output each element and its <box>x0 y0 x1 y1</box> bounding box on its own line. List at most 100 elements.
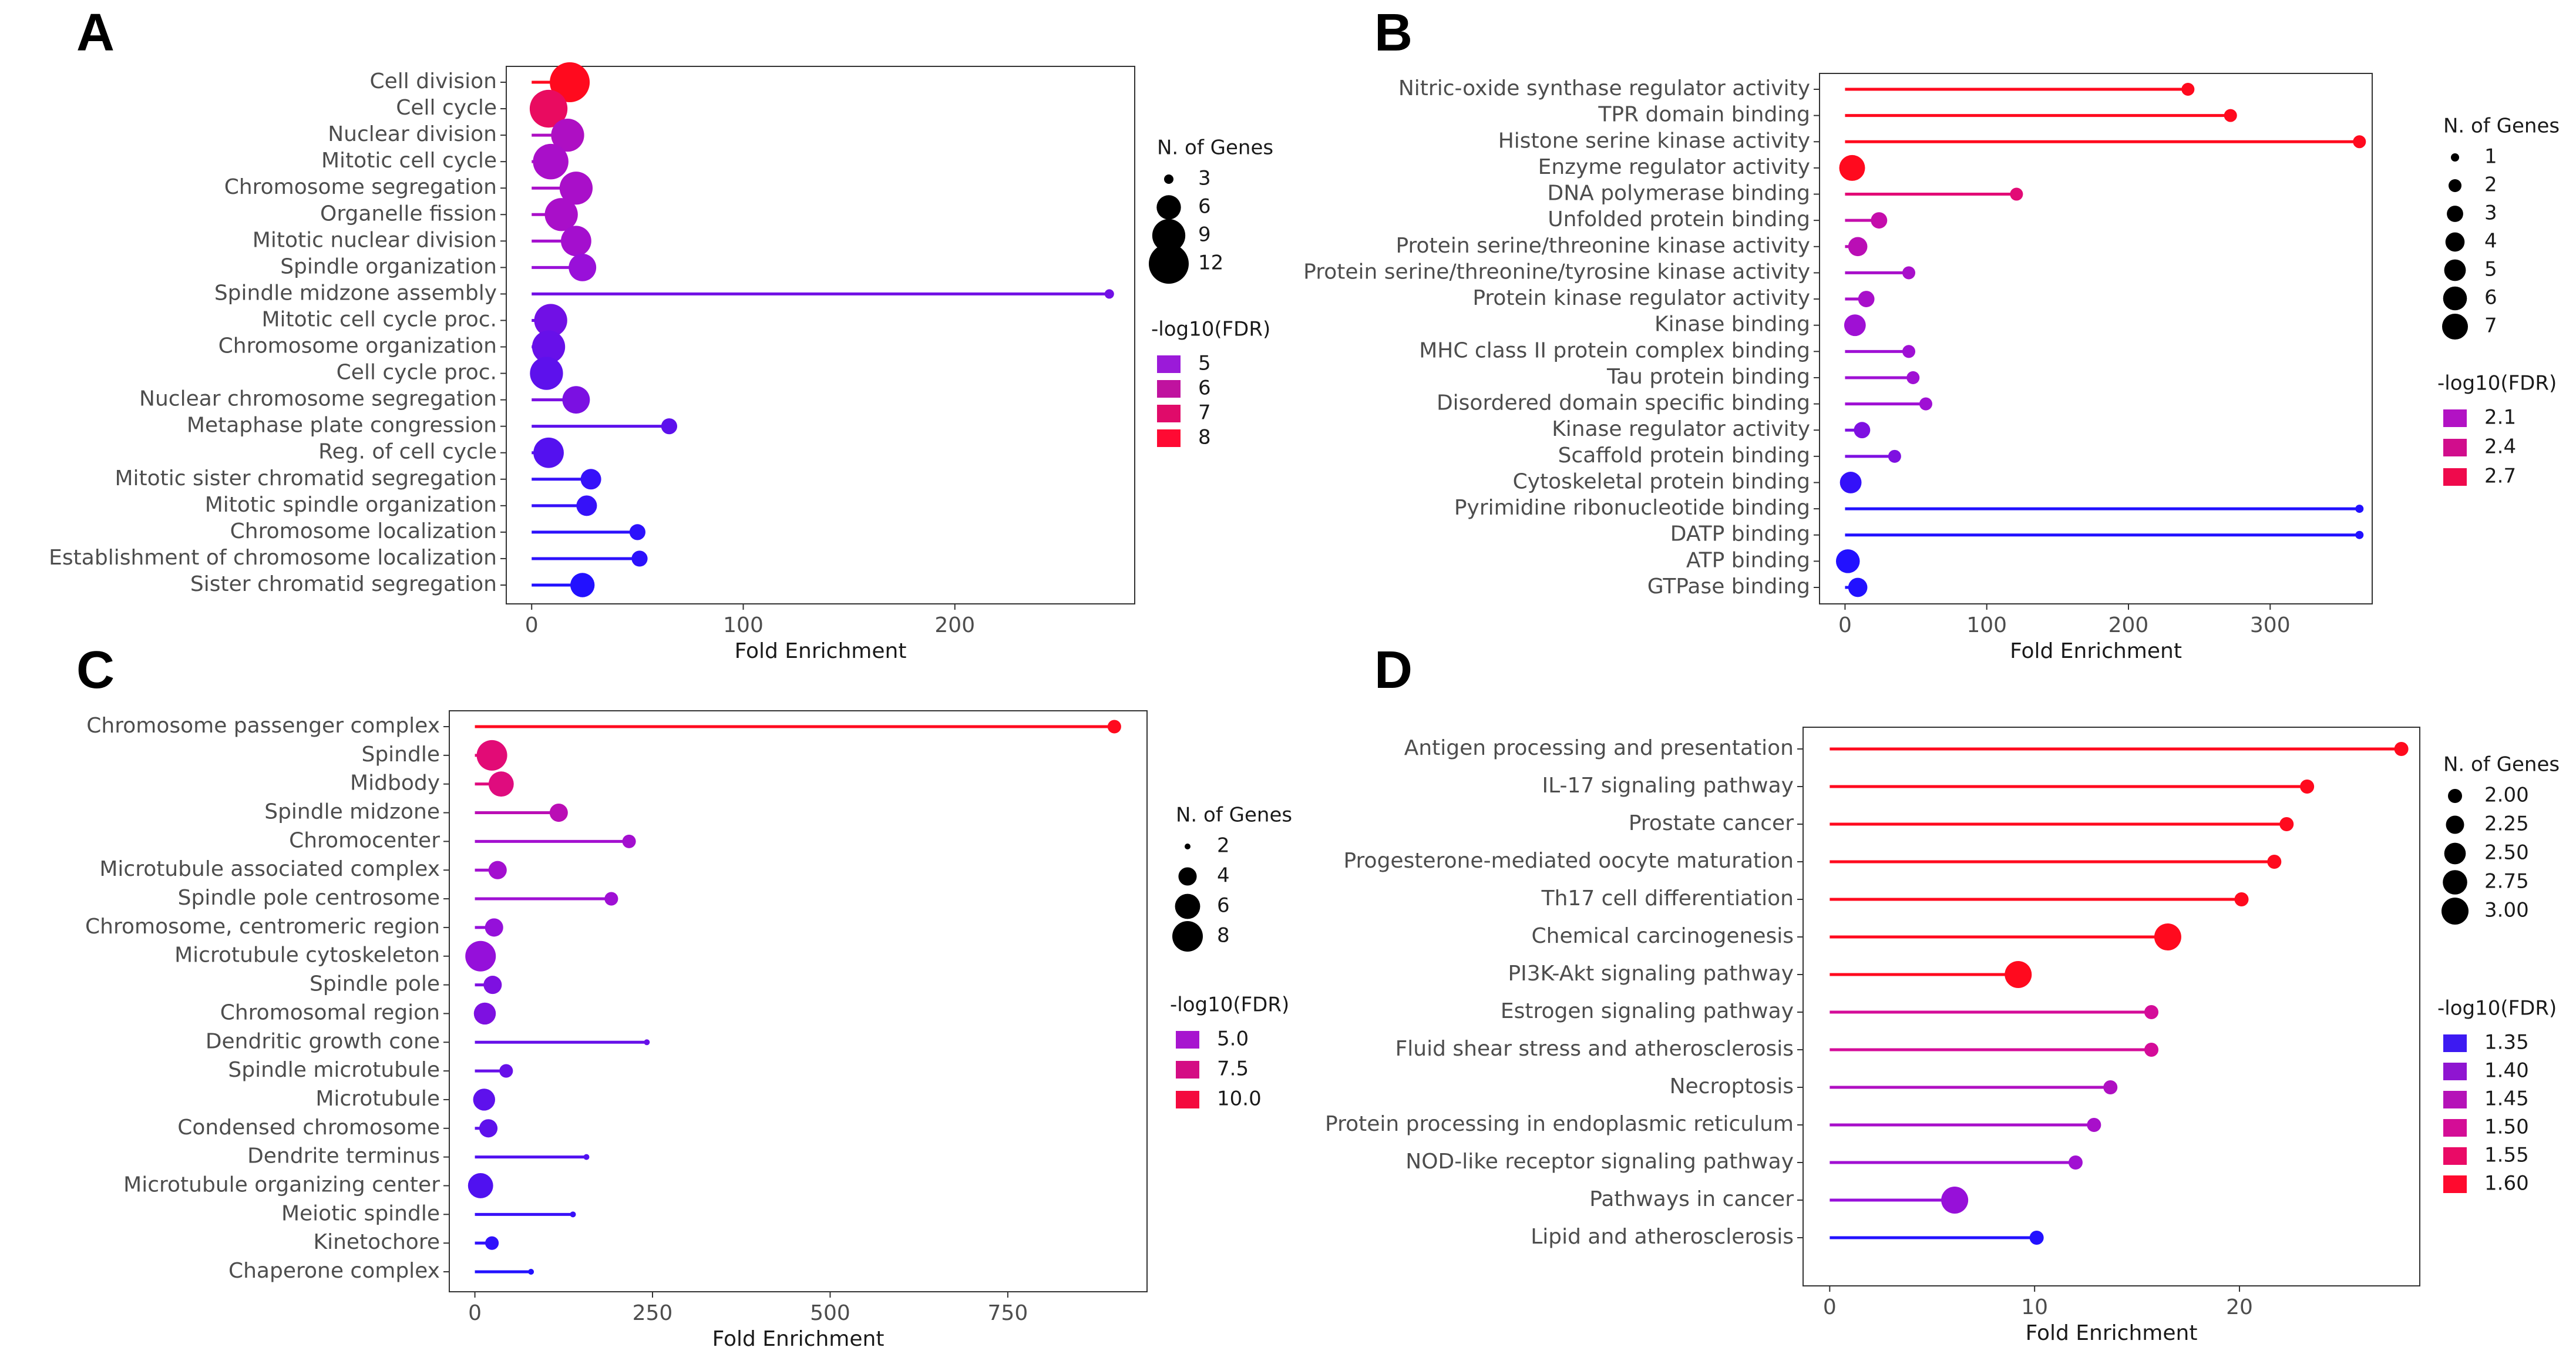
lollipop-dot <box>2144 1043 2159 1057</box>
lollipop-dot <box>2353 135 2366 149</box>
lollipop-dot <box>2181 82 2195 96</box>
color-legend-label: 1.40 <box>2484 1059 2529 1083</box>
lollipop-dot <box>2300 780 2315 794</box>
lollipop-dot <box>562 386 590 414</box>
category-label: Enzyme regulator activity <box>1538 155 1810 179</box>
color-legend-key <box>2443 1034 2467 1052</box>
category-label: Microtubule <box>315 1087 440 1111</box>
category-label: Disordered domain specific binding <box>1437 391 1810 415</box>
lollipop-dot <box>1871 212 1888 229</box>
color-legend-label: 5.0 <box>1217 1027 1249 1051</box>
lollipop-dot <box>644 1039 650 1046</box>
lollipop-dot <box>1902 345 1916 358</box>
plot-panel <box>1819 73 2373 604</box>
lollipop-dot <box>485 1236 499 1250</box>
size-legend-key <box>2451 153 2459 162</box>
category-label: Meiotic spindle <box>281 1201 440 1225</box>
size-legend-label: 2.25 <box>2484 812 2529 836</box>
category-label: Histone serine kinase activity <box>1498 129 1810 153</box>
category-label: Microtubule cytoskeleton <box>174 943 440 967</box>
category-label: Metaphase plate congression <box>187 414 497 438</box>
lollipop-dot <box>2279 817 2294 831</box>
color-legend-key <box>2443 439 2467 456</box>
panel-label: D <box>1374 641 1413 700</box>
lollipop-dot <box>530 357 563 390</box>
category-label: Chromosome passenger complex <box>86 714 440 738</box>
category-label: Unfolded protein binding <box>1548 207 1810 231</box>
size-legend-key <box>2446 815 2464 834</box>
size-legend-title: N. of Genes <box>2443 115 2560 138</box>
lollipop-dot <box>2087 1118 2101 1132</box>
size-legend-label: 7 <box>2484 314 2497 338</box>
lollipop-dot <box>479 1119 498 1138</box>
x-tick-label: 750 <box>988 1301 1028 1325</box>
category-label: Protein serine/threonine kinase activity <box>1395 234 1810 258</box>
size-legend-key <box>2445 232 2465 252</box>
panel-label: A <box>76 4 115 62</box>
size-legend-label: 3.00 <box>2484 899 2529 922</box>
color-legend-title: -log10(FDR) <box>2437 372 2557 395</box>
lollipop-dot <box>569 253 597 281</box>
lollipop-dot <box>1848 237 1868 257</box>
lollipop-dot <box>483 976 502 995</box>
category-label: Kinase binding <box>1654 313 1810 337</box>
lollipop-dot <box>533 437 564 468</box>
category-label: Chromosomal region <box>220 1000 440 1024</box>
lollipop-dot <box>1848 577 1868 597</box>
lollipop-dot <box>2394 742 2409 756</box>
size-legend-key <box>2448 179 2462 193</box>
size-legend-key <box>2447 206 2463 222</box>
color-legend-label: 2.7 <box>2484 465 2516 488</box>
lollipop-dot <box>529 89 568 128</box>
size-legend-label: 2.75 <box>2484 870 2529 893</box>
x-axis-title: Fold Enrichment <box>735 639 907 663</box>
category-label: Spindle midzone <box>264 800 440 824</box>
category-label: Cell cycle proc. <box>337 361 497 385</box>
panel-label: C <box>76 641 115 700</box>
lollipop-dot <box>1906 371 1920 384</box>
lollipop-dot <box>570 573 595 597</box>
category-label: DATP binding <box>1670 522 1810 546</box>
lollipop-dot <box>532 330 566 364</box>
lollipop-dot <box>570 1211 576 1218</box>
lollipop-dot <box>488 771 514 797</box>
lollipop-dot <box>485 918 503 937</box>
size-legend-key <box>1152 219 1186 253</box>
category-label: Protein processing in endoplasmic reticu… <box>1325 1112 1794 1136</box>
category-label: MHC class II protein complex binding <box>1419 338 1810 362</box>
category-label: Antigen processing and presentation <box>1404 736 1794 760</box>
color-legend-title: -log10(FDR) <box>2437 997 2557 1020</box>
lollipop-dot <box>473 1002 496 1025</box>
category-label: Tau protein binding <box>1606 365 1810 389</box>
category-label: Pyrimidine ribonucleotide binding <box>1454 496 1810 520</box>
color-legend-key <box>2443 1119 2467 1137</box>
x-tick-label: 10 <box>2021 1295 2048 1319</box>
category-label: Cell division <box>370 69 497 93</box>
lollipop-dot <box>550 62 590 102</box>
color-legend-key <box>2443 468 2467 486</box>
lollipop-dot <box>576 495 597 516</box>
x-axis-title: Fold Enrichment <box>2026 1321 2198 1345</box>
category-label: Sister chromatid segregation <box>190 572 497 596</box>
lollipop-dot <box>559 172 593 205</box>
lollipop-dot <box>1854 422 1871 439</box>
lollipop-dot <box>560 226 591 257</box>
lollipop-dot <box>544 198 578 231</box>
lollipop-dot <box>1902 266 1916 280</box>
lollipop-dot <box>2068 1155 2083 1170</box>
category-label: Cytoskeletal protein binding <box>1513 469 1810 493</box>
panel-b: B 0 100 200 300 Fold Enrichment Nitric-oxide s… <box>1303 4 2560 663</box>
lollipop-dot <box>631 550 648 567</box>
lollipop-dot <box>2029 1231 2044 1245</box>
size-legend-label: 3 <box>1198 167 1211 190</box>
category-label: Necroptosis <box>1670 1074 1794 1098</box>
size-legend-key <box>2443 286 2467 311</box>
color-legend-key <box>2443 1147 2467 1165</box>
lollipop-dot <box>1858 291 1875 307</box>
category-label: PI3K-Akt signaling pathway <box>1508 962 1794 986</box>
size-legend-title: N. of Genes <box>1176 804 1292 827</box>
category-label: Spindle microtubule <box>228 1058 440 1082</box>
x-tick-label: 200 <box>2108 613 2149 637</box>
category-label: Th17 cell differentiation <box>1541 886 1794 911</box>
color-legend-key <box>1157 429 1181 447</box>
